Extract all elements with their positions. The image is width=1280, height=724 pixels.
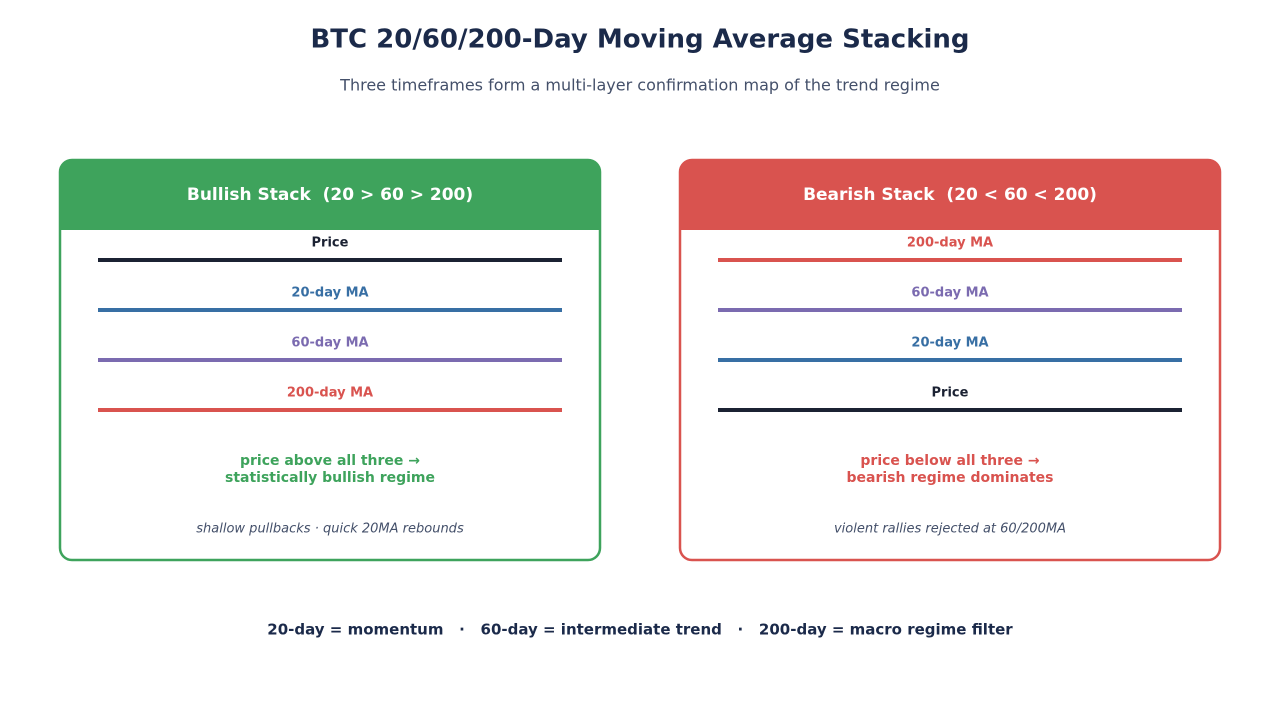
note: violent rallies rejected at 60/200MA [834, 522, 1066, 537]
subtitle: Three timeframes form a multi-layer conf… [339, 76, 940, 95]
line-label: 60-day MA [911, 286, 988, 301]
panel-title: Bearish Stack (20 < 60 < 200) [803, 185, 1097, 205]
line-label: 200-day MA [907, 236, 993, 251]
conclusion: price above all three → [240, 453, 420, 469]
line-label: 20-day MA [911, 336, 988, 351]
line-label: 200-day MA [287, 386, 373, 401]
panel-header [60, 160, 600, 230]
conclusion: bearish regime dominates [847, 470, 1054, 486]
line-label: Price [312, 236, 349, 251]
title: BTC 20/60/200-Day Moving Average Stackin… [310, 25, 969, 55]
panel-header [680, 160, 1220, 230]
line-label: 20-day MA [291, 286, 368, 301]
conclusion: price below all three → [860, 453, 1039, 469]
note: shallow pullbacks · quick 20MA rebounds [196, 522, 464, 537]
conclusion: statistically bullish regime [225, 470, 435, 486]
panel-title: Bullish Stack (20 > 60 > 200) [187, 185, 473, 205]
line-label: 60-day MA [291, 336, 368, 351]
footer: 20-day = momentum · 60-day = intermediat… [267, 621, 1013, 639]
line-label: Price [932, 386, 969, 401]
